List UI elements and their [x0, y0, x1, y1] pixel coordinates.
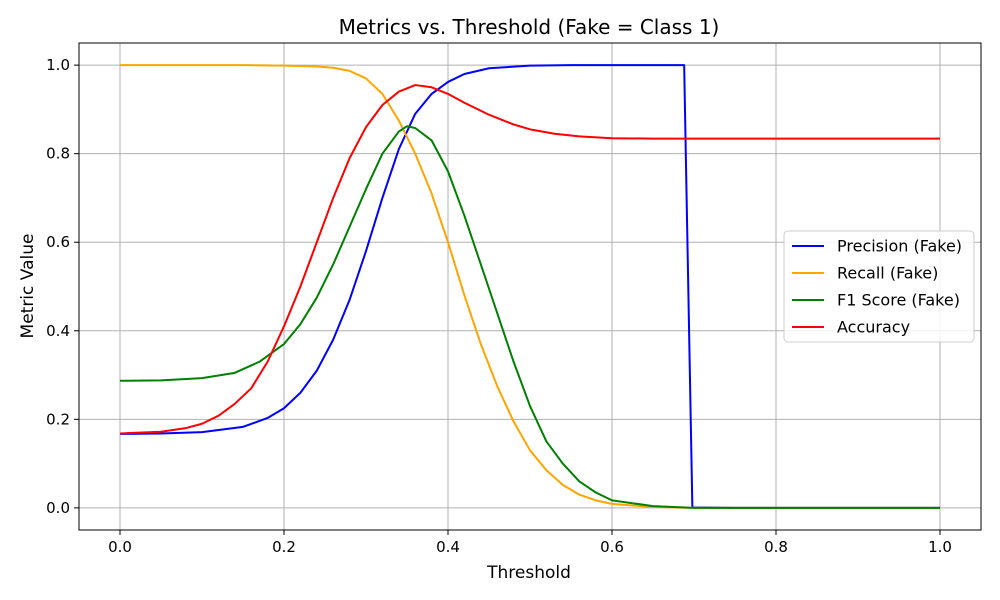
series-line-1 — [120, 64, 940, 509]
x-tick-label: 0.0 — [108, 538, 132, 556]
y-tick-label: 1.0 — [46, 56, 70, 74]
y-tick-label: 0.4 — [46, 322, 70, 340]
legend-entry: F1 Score (Fake) — [837, 291, 960, 310]
legend-box — [783, 230, 975, 343]
legend-entry: Precision (Fake) — [837, 237, 962, 256]
y-tick-label: 0.2 — [46, 410, 70, 428]
series-line-0 — [119, 64, 940, 509]
x-tick-label: 0.4 — [436, 538, 460, 556]
y-tick-label: 0.8 — [46, 145, 70, 163]
chart-title: Metrics vs. Threshold (Fake = Class 1) — [339, 15, 720, 39]
series-line-3 — [119, 84, 940, 435]
x-tick-label: 0.2 — [272, 538, 296, 556]
legend: Precision (Fake) Recall (Fake) F1 Score (F… — [783, 230, 975, 343]
y-axis-label: Metric Value — [18, 234, 38, 339]
axis-ticks: 0.0 0.2 0.4 0.6 0.8 1.0 0.0 0.2 0.4 0.6 0.8 1.0 — [46, 56, 952, 556]
x-tick-label: 1.0 — [928, 538, 952, 556]
x-tick-label: 0.8 — [764, 538, 788, 556]
x-tick-label: 0.6 — [600, 538, 624, 556]
plot-frame — [78, 42, 982, 531]
y-tick-label: 0.0 — [46, 499, 70, 517]
legend-entry: Recall (Fake) — [837, 264, 938, 283]
y-tick-label: 0.6 — [46, 233, 70, 251]
series-lines — [119, 64, 940, 509]
legend-entry: Accuracy — [837, 318, 910, 337]
x-axis-label: Threshold — [486, 563, 571, 583]
series-line-2 — [119, 125, 940, 509]
